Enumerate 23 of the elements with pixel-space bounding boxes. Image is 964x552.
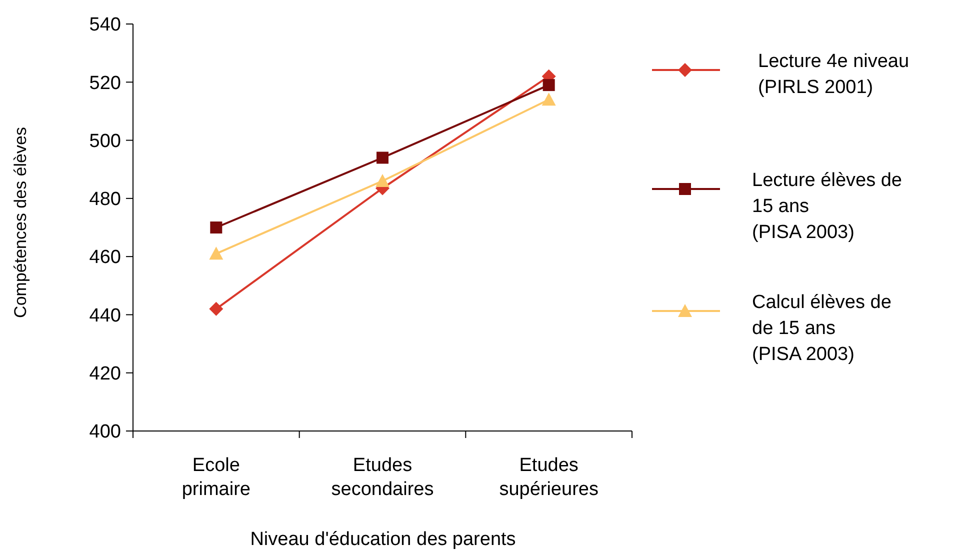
point xyxy=(542,79,555,92)
point xyxy=(542,92,556,106)
x-tick-label: Ecole primaire xyxy=(182,455,250,500)
x-axis-title: Niveau d'éducation des parents xyxy=(250,529,516,550)
point xyxy=(209,246,224,260)
y-tick-label: 440 xyxy=(89,305,121,326)
y-tick-label: 520 xyxy=(89,72,121,94)
y-tick-label: 400 xyxy=(89,422,121,443)
x-tick-label: Etudes secondaires xyxy=(331,455,434,500)
point xyxy=(376,152,388,164)
y-tick-label: 420 xyxy=(89,364,121,385)
point xyxy=(376,174,390,187)
y-tick-label: 480 xyxy=(89,189,121,210)
x-tick-label: Etudes supérieures xyxy=(499,455,598,500)
point xyxy=(209,302,224,316)
y-axis-title: Compétences des élèves xyxy=(11,127,30,318)
legend-label: Lecture 4e niveau (PIRLS 2001) xyxy=(758,51,910,98)
y-tick-label: 460 xyxy=(89,247,121,268)
y-tick-label: 500 xyxy=(89,130,121,152)
legend-label: Lecture élèves de 15 ans (PISA 2003) xyxy=(752,170,902,243)
legend-label: Calcul élèves de de 15 ans (PISA 2003) xyxy=(752,292,892,365)
y-tick-label: 540 xyxy=(89,14,121,36)
point xyxy=(210,222,222,234)
